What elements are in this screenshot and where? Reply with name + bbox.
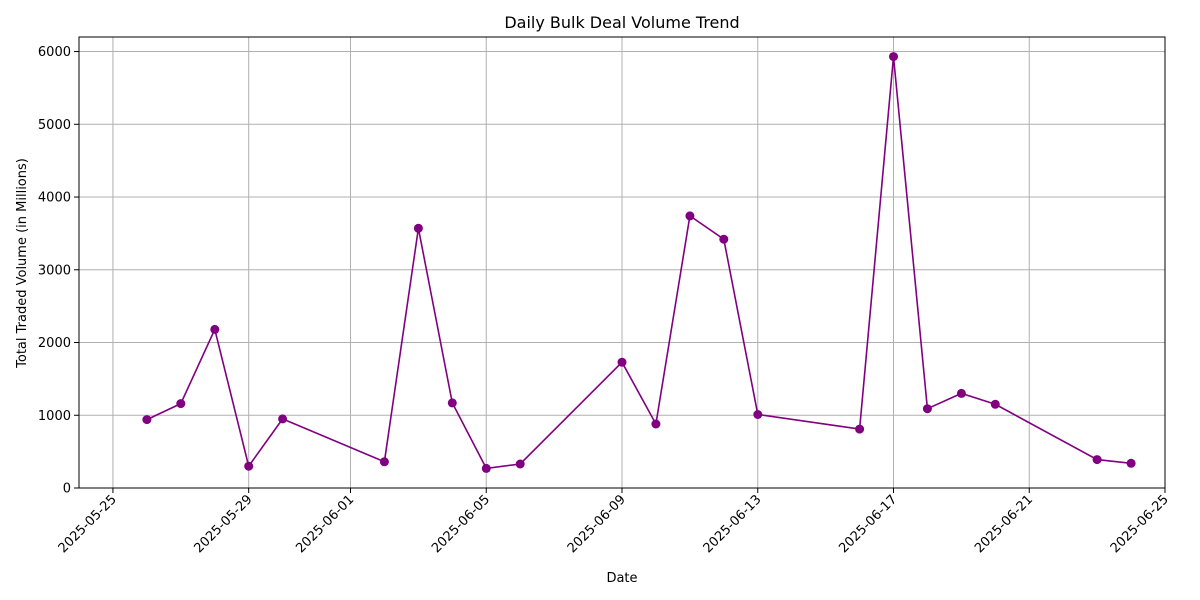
x-axis-ticks: 2025-05-25 2025-05-29 2025-06-01 2025-06-05… — [56, 488, 1172, 556]
y-tick-label: 0 — [63, 482, 71, 497]
y-axis-label: Total Traded Volume (in Millions) — [15, 158, 30, 369]
data-point — [1092, 455, 1102, 465]
data-point — [210, 324, 220, 334]
data-point — [753, 410, 763, 419]
y-tick-label: 4000 — [38, 191, 71, 206]
data-point — [956, 388, 966, 398]
chart-title: Daily Bulk Deal Volume Trend — [504, 13, 739, 32]
data-point — [651, 419, 661, 429]
data-point — [889, 52, 898, 62]
data-point — [515, 459, 525, 469]
x-tick-label: 2025-06-25 — [1108, 492, 1172, 556]
y-tick-label: 6000 — [38, 45, 71, 60]
y-axis-ticks: 0 1000 2000 3000 4000 5000 6000 — [38, 45, 79, 497]
x-tick-label: 2025-05-25 — [56, 492, 120, 556]
x-tick-label: 2025-05-29 — [191, 492, 255, 556]
x-tick-label: 2025-06-05 — [429, 492, 493, 556]
data-point — [142, 415, 152, 425]
data-point — [685, 211, 695, 221]
y-tick-label: 2000 — [38, 336, 71, 351]
data-point — [176, 399, 186, 409]
data-point — [244, 461, 254, 471]
data-point — [447, 398, 457, 408]
data-point — [379, 457, 389, 467]
data-point — [990, 399, 1000, 409]
data-point — [481, 463, 491, 473]
data-point — [617, 357, 627, 367]
y-tick-label: 5000 — [38, 118, 71, 133]
x-tick-label: 2025-06-21 — [972, 492, 1036, 556]
x-tick-label: 2025-06-09 — [565, 492, 629, 556]
grid-lines — [79, 37, 1166, 489]
x-tick-label: 2025-06-17 — [836, 492, 900, 556]
series-line-path — [146, 56, 1132, 470]
data-point — [413, 223, 423, 233]
data-point — [719, 234, 729, 244]
x-tick-label: 2025-06-01 — [293, 492, 357, 556]
data-point — [855, 424, 865, 434]
x-axis-label: Date — [606, 571, 637, 586]
data-point — [922, 404, 932, 414]
series-line — [142, 52, 1136, 473]
data-point — [278, 414, 288, 424]
x-tick-label: 2025-06-13 — [701, 492, 765, 556]
data-point — [1126, 458, 1136, 468]
y-tick-label: 1000 — [38, 409, 71, 424]
y-tick-label: 3000 — [38, 263, 71, 278]
